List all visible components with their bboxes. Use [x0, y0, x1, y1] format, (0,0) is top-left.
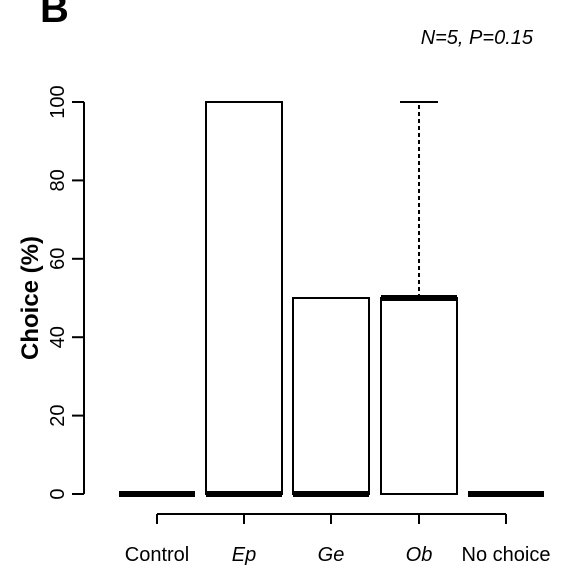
box-rect: [205, 101, 283, 495]
box-rect: [292, 297, 370, 495]
y-tick-label: 0: [47, 488, 69, 499]
box-ob: [380, 101, 458, 495]
x-category-label: No choice: [462, 544, 551, 566]
y-axis: 0 20 40 60 80 100: [47, 85, 85, 500]
y-tick-label: 20: [47, 404, 69, 426]
y-axis-label: Choice (%): [17, 236, 44, 360]
x-category-label: Ge: [318, 544, 345, 566]
y-tick-label: 100: [47, 85, 69, 118]
box-ge: [292, 297, 370, 497]
x-axis: Control Ep Ge Ob No choice: [125, 513, 551, 566]
boxes: [119, 101, 544, 497]
y-tick-label: 80: [47, 169, 69, 191]
box-rect: [380, 297, 458, 495]
panel-letter: B: [40, 0, 69, 31]
stats-annotation: N=5, P=0.15: [421, 27, 534, 49]
x-category-label: Control: [125, 544, 189, 566]
box-ep: [205, 101, 283, 497]
x-category-label: Ob: [406, 544, 433, 566]
y-tick-label: 40: [47, 326, 69, 348]
x-category-label: Ep: [232, 544, 256, 566]
y-tick-label: 60: [47, 248, 69, 270]
